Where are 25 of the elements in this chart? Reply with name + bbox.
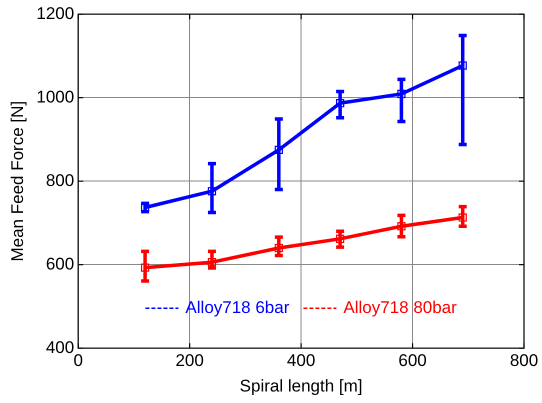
y-tick-label: 1000	[36, 87, 74, 106]
x-tick-label: 600	[398, 351, 427, 370]
point	[208, 187, 216, 196]
point	[274, 146, 283, 154]
legend-label: Alloy718 80bar	[343, 298, 458, 317]
point	[397, 222, 406, 230]
point	[458, 213, 467, 222]
y-tick-label: 800	[46, 170, 74, 190]
y-axis-title: Mean Feed Force [N]	[8, 100, 27, 262]
point	[208, 258, 216, 266]
x-tick-label: 0	[73, 351, 83, 370]
point	[397, 90, 406, 98]
x-tick-label: 800	[510, 351, 538, 370]
point	[140, 263, 150, 272]
point	[336, 98, 344, 108]
y-tick-label: 600	[46, 254, 74, 274]
point	[274, 244, 283, 252]
y-tick-label: 1200	[36, 4, 74, 23]
legend-label: Alloy718 6bar	[185, 298, 290, 317]
point	[336, 234, 344, 243]
point	[458, 61, 467, 70]
x-tick-label: 400	[286, 351, 316, 370]
x-axis-title: Spiral length [m]	[240, 376, 363, 396]
x-tick-label: 200	[175, 351, 204, 370]
y-tick-label: 400	[46, 338, 74, 357]
